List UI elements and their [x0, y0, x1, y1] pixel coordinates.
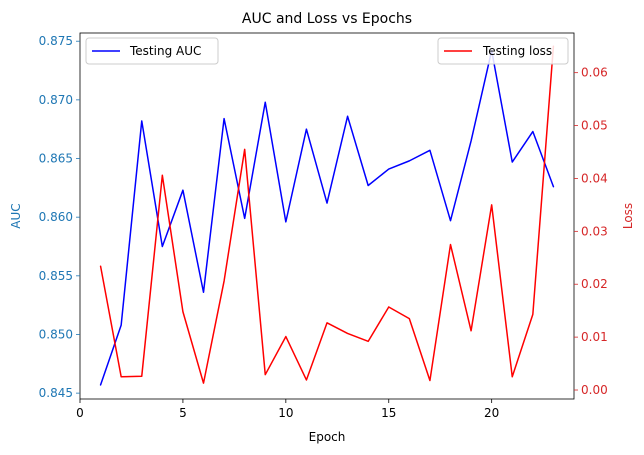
left-tick-label: 0.865 [39, 152, 73, 166]
legend-auc-box [85, 37, 219, 65]
left-tick-label: 0.875 [39, 34, 73, 48]
x-tick-label: 15 [381, 406, 396, 420]
right-tick-label: 0.00 [581, 383, 608, 397]
legend-auc: Testing AUC [85, 37, 219, 65]
right-tick-label: 0.06 [581, 66, 608, 80]
right-axis-ticks: 0.00 0.01 0.02 0.03 0.04 0.05 0.06 [574, 66, 608, 397]
x-axis-label: Epoch [309, 430, 346, 444]
left-tick-label: 0.870 [39, 93, 73, 107]
right-tick-label: 0.05 [581, 119, 608, 133]
x-tick-label: 5 [179, 406, 187, 420]
legend-loss-label: Testing loss [482, 44, 552, 58]
left-tick-label: 0.850 [39, 327, 73, 341]
legend-loss: Testing loss [437, 37, 569, 65]
x-tick-label: 0 [76, 406, 84, 420]
right-tick-label: 0.04 [581, 171, 608, 185]
legend-auc-label: Testing AUC [129, 44, 201, 58]
left-tick-label: 0.860 [39, 210, 73, 224]
left-axis-label: AUC [9, 203, 23, 228]
right-tick-label: 0.03 [581, 224, 608, 238]
x-tick-label: 20 [484, 406, 499, 420]
right-tick-label: 0.01 [581, 330, 608, 344]
left-tick-label: 0.845 [39, 386, 73, 400]
left-tick-label: 0.855 [39, 269, 73, 283]
legend-loss-box [437, 37, 569, 65]
left-axis-ticks: 0.845 0.850 0.855 0.860 0.865 0.870 0.875 [39, 34, 80, 400]
right-tick-label: 0.02 [581, 277, 608, 291]
series-layer [99, 45, 555, 386]
x-axis-ticks: 0 5 10 15 20 [76, 399, 499, 420]
series-testing-loss-line [99, 45, 555, 384]
x-tick-label: 10 [278, 406, 293, 420]
series-testing-auc-line [99, 49, 555, 386]
plot-area [79, 32, 575, 400]
chart-title: AUC and Loss vs Epochs [242, 11, 412, 27]
right-axis-label: Loss [621, 203, 635, 229]
